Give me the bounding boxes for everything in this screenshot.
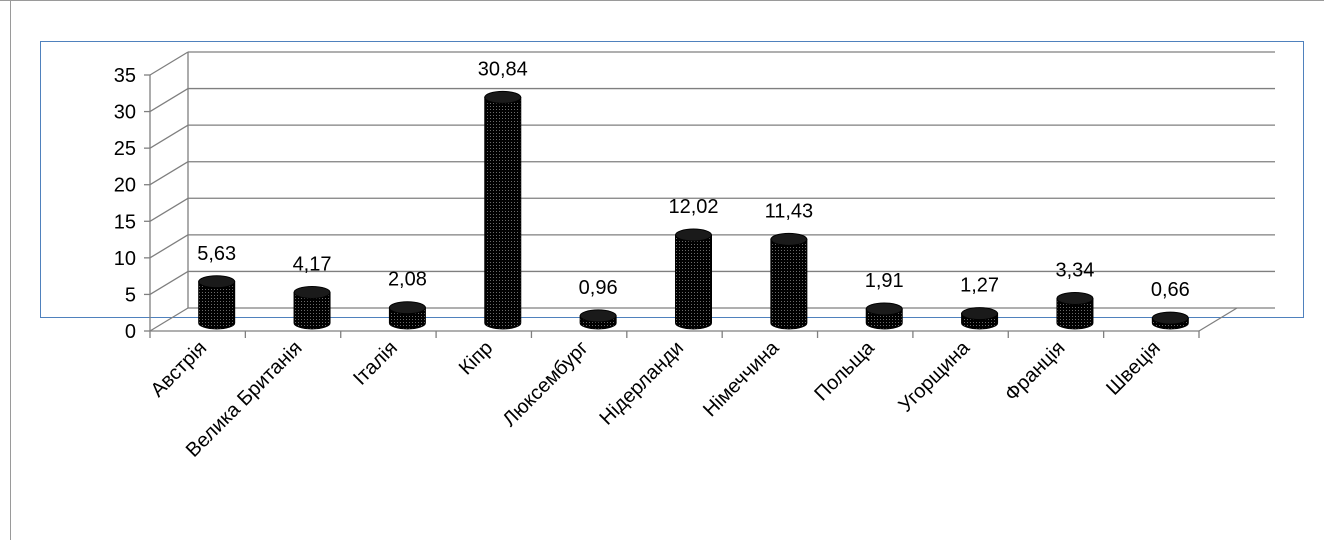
category-label: Люксембург — [499, 337, 593, 431]
category-label: Франція — [1001, 337, 1070, 406]
bar — [198, 275, 236, 330]
data-label: 11,43 — [765, 200, 814, 222]
y-tick-label: 15 — [114, 211, 136, 233]
x-axis-depth — [1198, 307, 1238, 332]
bar — [1151, 311, 1189, 330]
category-label: Польща — [810, 336, 879, 405]
data-label: 1,27 — [960, 275, 999, 297]
gridline-depth — [149, 307, 189, 332]
data-label: 0,96 — [579, 277, 618, 299]
y-tick-label: 20 — [114, 175, 136, 197]
data-label: 3,34 — [1055, 260, 1094, 282]
bar-top — [579, 309, 617, 323]
y-tick-label: 25 — [114, 138, 136, 160]
page-top-border — [0, 0, 1324, 1]
bar-top — [961, 307, 999, 321]
bar — [865, 302, 903, 330]
bar-top — [675, 228, 712, 242]
page-left-border — [10, 0, 11, 540]
gridline-depth — [149, 197, 189, 222]
category-label: Швеція — [1102, 337, 1165, 400]
category-label: Італія — [349, 337, 402, 390]
bar-body — [770, 238, 808, 330]
bar-body — [293, 291, 331, 330]
y-tick-label: 0 — [125, 321, 136, 343]
data-label: 5,63 — [197, 243, 236, 265]
category-label: Кіпр — [455, 337, 497, 379]
bar — [675, 228, 712, 330]
category-label: Австрія — [147, 337, 212, 402]
bar-top — [1056, 292, 1094, 306]
chart-frame — [40, 41, 1304, 318]
axis-layer: 0 5 10 15 20 25 30 35 — [114, 52, 1238, 343]
bar-layer — [198, 90, 1189, 330]
gridline-depth — [149, 161, 189, 186]
y-tick-label: 30 — [114, 102, 136, 124]
gridline-depth — [149, 51, 189, 76]
category-label: Угорщина — [894, 336, 974, 416]
bar — [961, 307, 999, 330]
grid-layer — [149, 51, 1275, 332]
bar — [293, 285, 331, 330]
bar-top — [293, 285, 331, 299]
gridline-depth — [149, 270, 189, 295]
bar — [770, 232, 808, 330]
y-tick-label: 10 — [114, 248, 136, 270]
data-label: 2,08 — [388, 269, 427, 291]
bar-body — [1056, 298, 1094, 330]
bar-body — [484, 96, 522, 330]
bar-top — [770, 232, 808, 246]
category-label: Нідерланди — [596, 337, 688, 429]
bar — [484, 90, 522, 330]
data-label: 4,17 — [293, 253, 332, 275]
gridline-depth — [149, 88, 189, 113]
bar-top — [1151, 311, 1189, 325]
gridline-depth — [149, 234, 189, 259]
bar-top — [865, 302, 903, 316]
bar-body — [198, 281, 236, 330]
y-tick-label: 35 — [114, 65, 136, 87]
bar-top — [484, 90, 522, 104]
y-tick-label: 5 — [125, 284, 136, 306]
bar-top — [198, 275, 236, 289]
gridline-depth — [149, 124, 189, 149]
data-label: 1,91 — [865, 270, 904, 292]
bar — [388, 301, 426, 330]
bar — [579, 309, 617, 330]
bar-top — [388, 301, 426, 315]
category-label: Німеччина — [699, 336, 784, 421]
data-label: 0,66 — [1151, 279, 1190, 301]
data-label: 30,84 — [478, 58, 528, 80]
data-label: 12,02 — [668, 196, 718, 218]
bar — [1056, 292, 1094, 330]
bar-body — [675, 234, 712, 330]
